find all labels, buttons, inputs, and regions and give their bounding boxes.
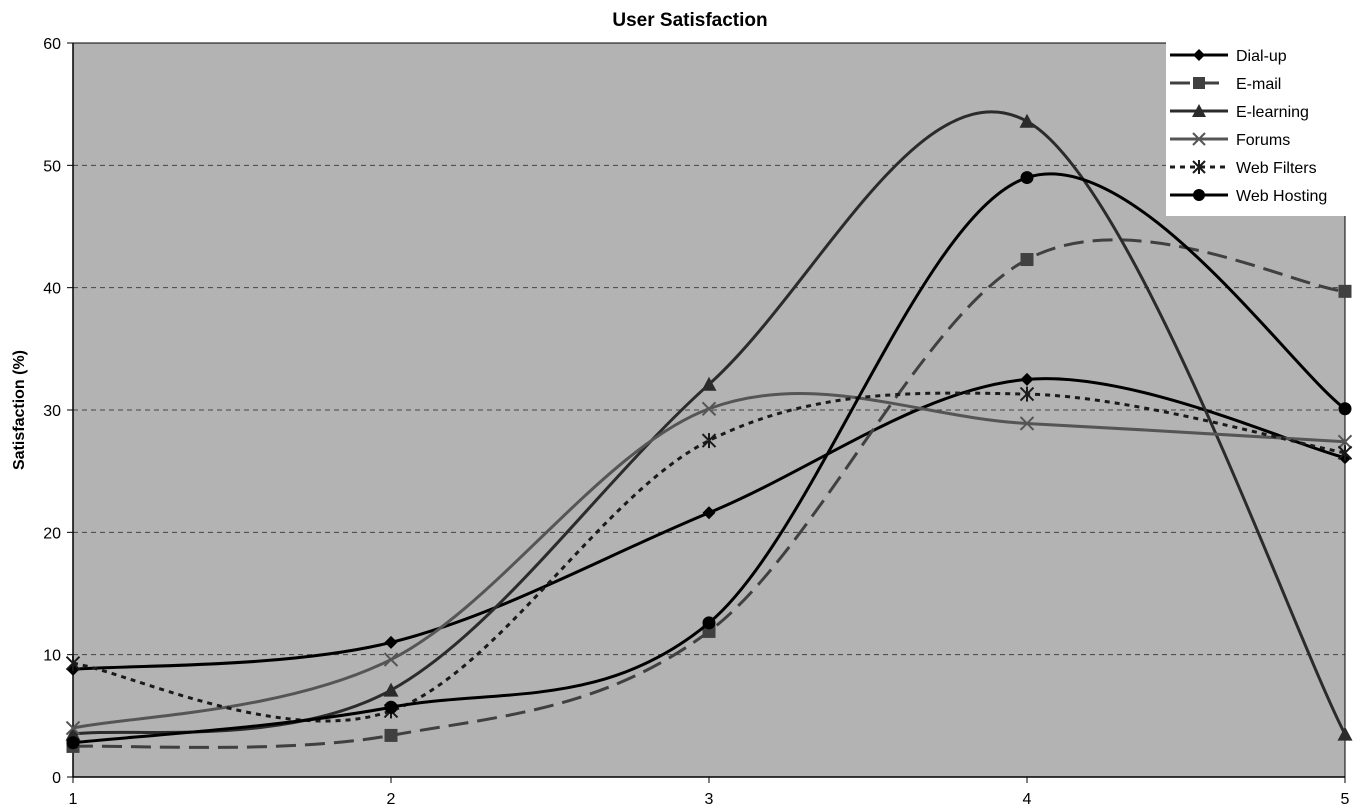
series-e-learning	[65, 110, 1353, 741]
y-tick-label: 60	[43, 36, 61, 53]
data-point-x	[1337, 434, 1353, 450]
data-point-asterisk	[1019, 386, 1035, 402]
chart-title: User Satisfaction	[612, 10, 767, 31]
legend-label: Web Hosting	[1236, 188, 1327, 205]
x-tick-label: 1	[69, 791, 78, 808]
legend-label: Web Filters	[1236, 160, 1317, 177]
data-point-circle	[702, 616, 716, 630]
legend-label: E-mail	[1236, 76, 1281, 93]
data-point-diamond	[702, 506, 716, 520]
y-tick-label: 40	[43, 281, 61, 298]
data-point-square	[1338, 284, 1352, 298]
data-point-circle	[1338, 402, 1352, 416]
legend-box	[1166, 38, 1350, 216]
legend-label: Dial-up	[1236, 48, 1287, 65]
data-point-triangle	[1019, 113, 1035, 128]
data-point-diamond	[384, 635, 398, 649]
x-tick-label: 2	[387, 791, 396, 808]
legend-entry: Dial-up	[1170, 48, 1287, 65]
x-tick-label: 4	[1023, 791, 1032, 808]
series-group	[65, 110, 1353, 753]
data-point-triangle	[65, 726, 81, 741]
series-line	[72, 391, 1346, 723]
y-tick-label: 30	[43, 403, 61, 420]
data-point-square	[1020, 253, 1034, 267]
x-tick-label: 5	[1341, 791, 1350, 808]
data-point-circle	[1193, 189, 1205, 201]
series-line	[72, 110, 1347, 736]
data-point-circle	[384, 700, 398, 714]
legend-entry: E-mail	[1170, 76, 1281, 93]
series-dial-up	[66, 372, 1352, 676]
legend-label: E-learning	[1236, 104, 1309, 121]
legend-label: Forums	[1236, 132, 1290, 149]
data-point-diamond	[1193, 49, 1205, 61]
data-point-circle	[1020, 171, 1034, 185]
data-point-asterisk	[65, 655, 81, 671]
data-point-diamond	[1020, 372, 1034, 386]
y-tick-label: 0	[52, 770, 61, 787]
data-point-circle	[66, 736, 80, 750]
x-marker-stroke	[383, 652, 399, 667]
data-point-asterisk	[701, 433, 717, 449]
data-point-asterisk	[1192, 160, 1206, 174]
y-tick-label: 20	[43, 525, 61, 542]
legend-entry: Web Hosting	[1170, 188, 1327, 205]
x-marker-stroke	[1337, 434, 1353, 450]
series-line	[72, 238, 1346, 749]
data-point-square	[384, 728, 398, 742]
data-point-triangle	[1337, 726, 1353, 741]
series-line	[72, 172, 1346, 745]
data-point-triangle	[383, 682, 399, 697]
data-point-asterisk	[1337, 445, 1353, 461]
data-point-triangle	[1192, 104, 1206, 117]
legend-entry: Forums	[1170, 132, 1290, 149]
data-point-x	[1019, 416, 1035, 431]
data-point-x	[701, 401, 717, 416]
x-marker-stroke	[1192, 132, 1206, 146]
y-axis-label: Satisfaction (%)	[11, 350, 28, 470]
gridlines	[73, 164, 1345, 656]
series-web-hosting	[66, 171, 1352, 750]
y-tick-label: 50	[43, 158, 61, 175]
x-marker-stroke	[65, 720, 81, 736]
data-point-square	[1193, 77, 1205, 89]
data-point-triangle	[701, 376, 717, 391]
series-web-filters	[65, 386, 1353, 723]
data-point-x	[65, 720, 81, 736]
x-tick-label: 3	[705, 791, 714, 808]
x-marker-stroke	[701, 401, 717, 416]
series-line	[72, 392, 1346, 730]
legend-entry: Web Filters	[1170, 160, 1317, 177]
series-forums	[65, 392, 1353, 736]
data-point-x	[1192, 132, 1206, 146]
data-point-x	[383, 652, 399, 667]
legend-entry: E-learning	[1170, 104, 1309, 121]
legend: Dial-up E-mail E-learning Forums Web Filters…	[1166, 38, 1350, 216]
x-marker-stroke	[1019, 416, 1035, 431]
y-tick-label: 10	[43, 648, 61, 665]
